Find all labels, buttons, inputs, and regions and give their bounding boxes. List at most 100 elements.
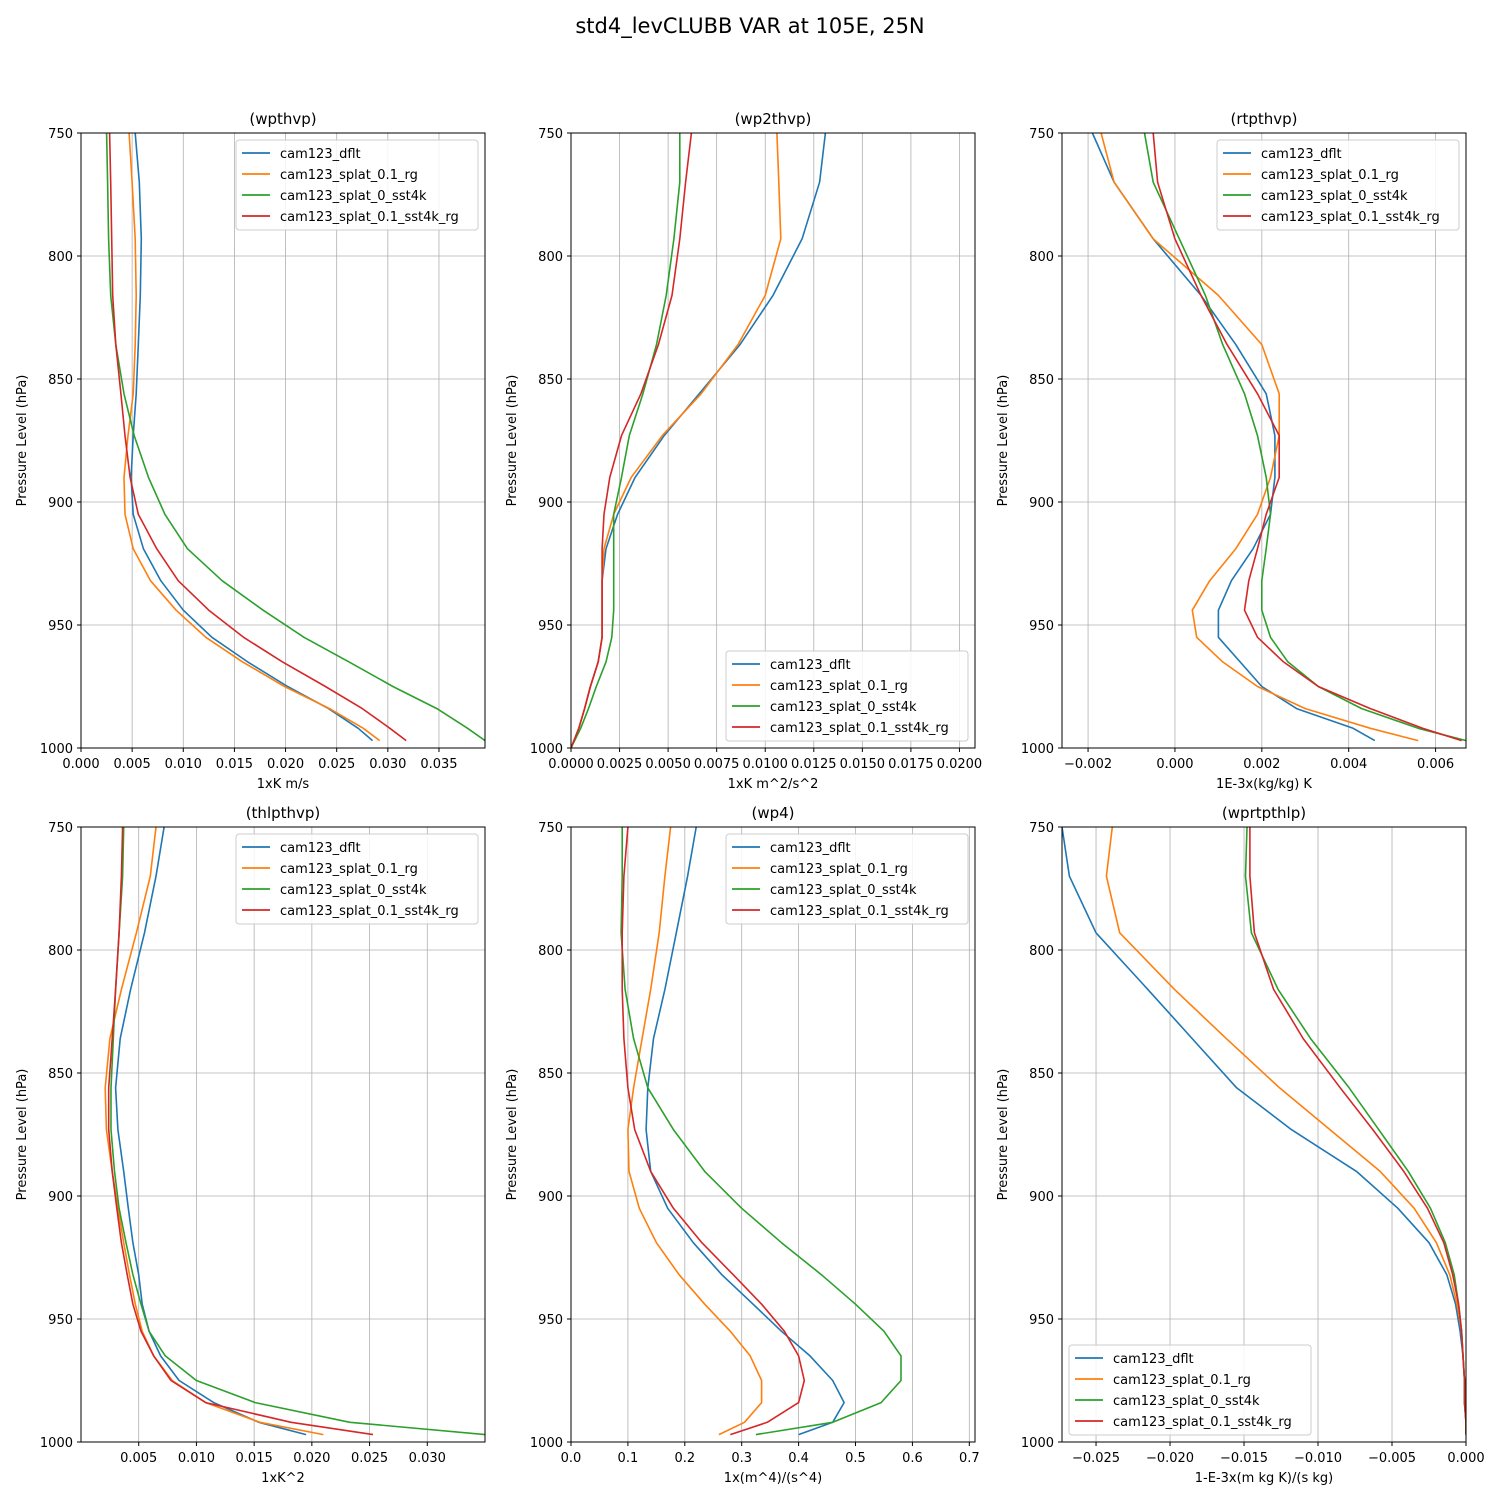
panel-5: 0.0 0.1 0.2 0.3 0.4 0.5 0.6 0.7 750 800 850 900 950 1… [505, 804, 980, 1486]
x-tick-label: 0.000 [1156, 757, 1193, 772]
legend-label: cam123_splat_0.1_sst4k_rg [1113, 1415, 1292, 1430]
x-tick-label: −0.002 [1064, 757, 1112, 772]
x-tick-label: 0.025 [351, 1451, 388, 1466]
x-tick-label: 0.0150 [840, 757, 886, 772]
x-tick-label: 0.2 [674, 1451, 695, 1466]
series-group [1062, 827, 1466, 1435]
y-axis-label: Pressure Level (hPa) [996, 375, 1011, 507]
subplot-title: (wp4) [751, 804, 794, 822]
x-tick-label: 0.020 [293, 1451, 330, 1466]
series-line-cam123_splat_0_sst4k [1244, 827, 1466, 1435]
series-line-cam123_splat_0_sst4k [105, 133, 485, 742]
legend-label: cam123_splat_0_sst4k [280, 883, 427, 898]
y-tick-label: 1000 [530, 742, 563, 757]
x-tick-label: 0.006 [1417, 757, 1454, 772]
series-line-cam123_dflt [114, 827, 307, 1436]
x-axis-label: 1-E-3x(m kg K)/(s kg) [1195, 1471, 1333, 1486]
y-tick-label: 750 [1029, 821, 1054, 836]
legend-box [725, 650, 969, 742]
x-tick-label: 0.0100 [742, 757, 788, 772]
x-axis-label: 1xK m/s [257, 777, 310, 792]
legend-label: cam123_splat_0.1_sst4k_rg [280, 904, 459, 919]
x-tick-label: −0.010 [1294, 1451, 1342, 1466]
x-tick-label: 0.020 [267, 757, 304, 772]
x-tick-label: 0.010 [165, 757, 202, 772]
x-tick-label: 0.030 [369, 757, 406, 772]
axes-frame [1061, 826, 1467, 1443]
legend-label: cam123_splat_0.1_rg [770, 862, 908, 877]
series-line-cam123_splat_0_sst4k [620, 827, 902, 1436]
series-line-cam123_dflt [645, 827, 845, 1436]
x-tick-label: 0.005 [120, 1451, 157, 1466]
y-tick-label: 800 [1029, 944, 1054, 959]
axes-frame [80, 132, 486, 749]
x-tick-label: 0.1 [618, 1451, 639, 1466]
panel-2: 0.0000 0.0025 0.0050 0.0075 0.0100 0.0125 0.01… [505, 110, 982, 792]
y-tick-label: 850 [48, 373, 73, 388]
y-tick-label: 1000 [40, 742, 73, 757]
x-tick-label: 0.010 [178, 1451, 215, 1466]
axes-frame [1061, 132, 1467, 749]
axes-frame [80, 826, 486, 1443]
x-tick-label: 0.6 [902, 1451, 923, 1466]
y-tick-label: 950 [538, 619, 563, 634]
legend: cam123_dflt cam123_splat_0.1_rg cam123_spl… [725, 650, 969, 742]
y-axis-label: Pressure Level (hPa) [996, 1069, 1011, 1201]
legend: cam123_dflt cam123_splat_0.1_rg cam123_spl… [725, 833, 969, 925]
subplot-title: (thlpthvp) [246, 804, 321, 822]
y-tick-label: 950 [538, 1313, 563, 1328]
y-tick-label: 1000 [1021, 742, 1054, 757]
x-tick-label: 0.0000 [548, 757, 594, 772]
y-tick-label: 750 [48, 821, 73, 836]
y-axis-label: Pressure Level (hPa) [505, 375, 520, 507]
x-tick-label: −0.025 [1072, 1451, 1120, 1466]
legend: cam123_dflt cam123_splat_0.1_rg cam123_spl… [1216, 139, 1460, 231]
x-tick-label: 0.015 [236, 1451, 273, 1466]
series-group [1091, 133, 1466, 742]
series-line-cam123_splat_0.1_sst4k_rg [621, 827, 806, 1436]
x-tick-label: 0.3 [731, 1451, 752, 1466]
y-tick-label: 900 [1029, 1190, 1054, 1205]
subplot-title: (wprtpthlp) [1222, 804, 1306, 822]
legend: cam123_dflt cam123_splat_0.1_rg cam123_spl… [235, 833, 479, 925]
legend-label: cam123_splat_0_sst4k [770, 883, 917, 898]
series-line-cam123_splat_0.1_sst4k_rg [108, 133, 407, 742]
legend-label: cam123_splat_0.1_sst4k_rg [770, 904, 949, 919]
x-tick-label: −0.005 [1368, 1451, 1416, 1466]
panel-1: 0.000 0.005 0.010 0.015 0.020 0.025 0.030 0.035… [15, 110, 486, 792]
legend-box [725, 833, 969, 925]
panel-4: 0.005 0.010 0.015 0.020 0.025 0.030 750 800 850 9… [15, 804, 486, 1486]
legend: cam123_dflt cam123_splat_0.1_rg cam123_spl… [1068, 1344, 1312, 1436]
x-tick-label: 0.0025 [597, 757, 643, 772]
legend-label: cam123_splat_0.1_rg [1113, 1373, 1251, 1388]
legend-label: cam123_splat_0.1_rg [280, 862, 418, 877]
series-line-cam123_splat_0.1_sst4k_rg [571, 133, 693, 748]
x-tick-label: 0.0200 [937, 757, 983, 772]
x-tick-label: 0.015 [216, 757, 253, 772]
legend-label: cam123_splat_0_sst4k [280, 189, 427, 204]
panel-6: −0.025 −0.020 −0.015 −0.010 −0.005 0.000 750 80… [996, 804, 1485, 1486]
series-line-cam123_splat_0.1_sst4k_rg [107, 827, 374, 1436]
x-axis-label: 1xK m^2/s^2 [728, 777, 819, 792]
y-axis-label: Pressure Level (hPa) [505, 1069, 520, 1201]
legend-label: cam123_dflt [770, 841, 851, 856]
legend-label: cam123_splat_0.1_sst4k_rg [280, 210, 459, 225]
y-tick-label: 1000 [1021, 1436, 1054, 1451]
legend-label: cam123_dflt [1113, 1352, 1194, 1367]
y-tick-label: 750 [1029, 127, 1054, 142]
y-tick-label: 950 [48, 1313, 73, 1328]
y-tick-label: 800 [1029, 250, 1054, 265]
y-tick-label: 850 [538, 373, 563, 388]
x-tick-label: 0.0125 [791, 757, 837, 772]
x-tick-label: 0.002 [1243, 757, 1280, 772]
y-tick-label: 850 [48, 1067, 73, 1082]
legend-label: cam123_splat_0_sst4k [770, 700, 917, 715]
y-axis-label: Pressure Level (hPa) [15, 1069, 30, 1201]
legend-box [1068, 1344, 1312, 1436]
y-tick-label: 900 [1029, 496, 1054, 511]
legend-label: cam123_dflt [280, 841, 361, 856]
y-tick-label: 750 [538, 127, 563, 142]
series-line-cam123_dflt [130, 133, 374, 742]
x-tick-label: −0.020 [1146, 1451, 1194, 1466]
series-line-cam123_splat_0_sst4k [571, 133, 681, 748]
